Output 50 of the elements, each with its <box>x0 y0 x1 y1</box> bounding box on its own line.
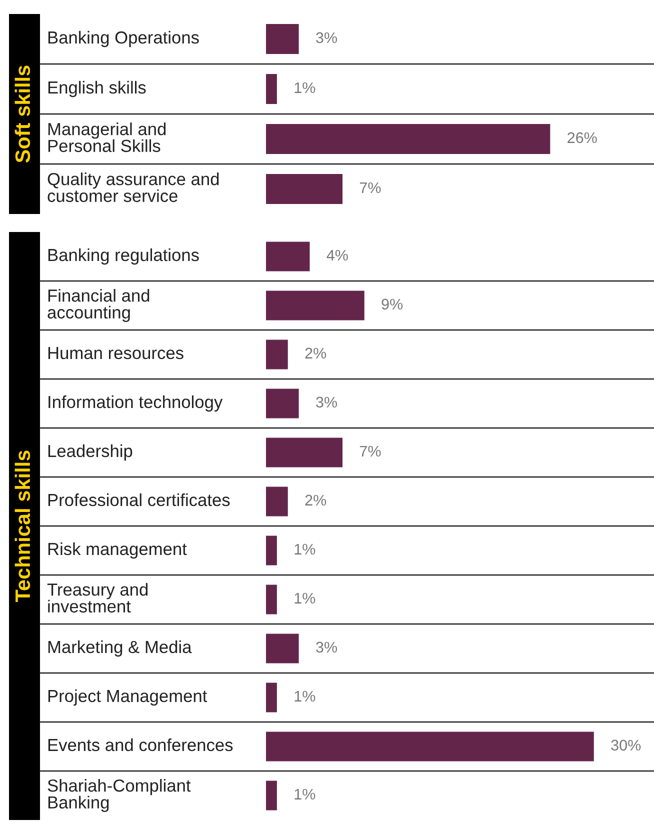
y-tick-label: Financial and accounting <box>48 289 150 322</box>
y-tick-label: Treasury and investment <box>47 583 148 613</box>
bar <box>266 24 299 54</box>
y-tick-label: Events and conferences <box>48 738 233 752</box>
y-tick-label: English skills <box>48 80 146 98</box>
y-tick-label: Shariah-Compliant Banking <box>48 779 191 812</box>
data-label: 2% <box>305 494 326 506</box>
bar <box>266 340 288 370</box>
data-label: 4% <box>326 250 348 261</box>
y-tick-label: Banking regulations <box>48 248 199 265</box>
data-label: 1% <box>294 788 316 800</box>
bar <box>266 242 310 272</box>
data-label: 3% <box>316 642 337 653</box>
data-label: 1% <box>294 544 316 555</box>
y-tick-label: Risk management <box>48 542 187 559</box>
bar <box>266 682 277 712</box>
bar <box>266 438 343 468</box>
bar <box>266 536 277 566</box>
y-tick-label: Quality assurance and customer service <box>48 172 219 202</box>
bar <box>266 174 343 204</box>
bar <box>266 388 299 418</box>
bar <box>266 486 288 516</box>
data-label: 7% <box>360 182 381 194</box>
data-label: 1% <box>294 690 316 702</box>
bar <box>266 732 594 762</box>
bar <box>266 74 277 104</box>
y-tick-label: Managerial and Personal Skills <box>48 122 166 152</box>
data-label: 3% <box>316 396 337 408</box>
bar <box>266 634 299 664</box>
text: Soft skills <box>14 66 30 163</box>
y-tick-label: Project Management <box>48 689 208 706</box>
data-label: 1% <box>294 592 316 604</box>
y-tick-label: Leadership <box>48 444 132 461</box>
data-label: 7% <box>360 446 381 457</box>
data-label: 3% <box>316 32 337 44</box>
data-label: 2% <box>305 348 326 359</box>
y-tick-label: Professional certificates <box>48 493 230 506</box>
text: Technical skills <box>14 450 30 602</box>
bar <box>266 290 364 320</box>
bar <box>266 124 550 154</box>
data-label: 26% <box>568 132 597 144</box>
y-tick-label: Banking Operations <box>48 30 199 48</box>
y-tick-label: Marketing & Media <box>48 640 192 657</box>
y-tick-label: Human resources <box>48 347 184 360</box>
bar <box>266 780 277 810</box>
bar <box>266 584 277 614</box>
data-label: 1% <box>294 82 316 94</box>
data-label: 9% <box>382 298 403 310</box>
y-tick-label: Information technology <box>48 395 223 412</box>
data-label: 30% <box>611 740 641 751</box>
